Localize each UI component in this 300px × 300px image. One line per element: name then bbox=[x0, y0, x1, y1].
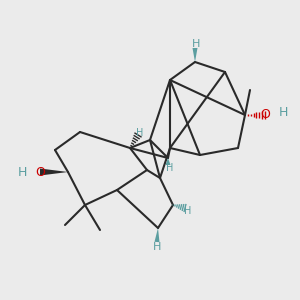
Text: H: H bbox=[184, 206, 192, 216]
Text: O: O bbox=[35, 166, 45, 178]
Polygon shape bbox=[40, 169, 68, 176]
Text: H: H bbox=[192, 39, 200, 49]
Text: H: H bbox=[278, 106, 288, 118]
Polygon shape bbox=[154, 228, 160, 242]
Polygon shape bbox=[193, 48, 197, 62]
Polygon shape bbox=[166, 158, 170, 165]
Text: H: H bbox=[166, 163, 174, 173]
Text: H: H bbox=[153, 242, 161, 252]
Text: H: H bbox=[136, 128, 144, 138]
Text: H: H bbox=[17, 166, 27, 178]
Text: O: O bbox=[260, 109, 270, 122]
